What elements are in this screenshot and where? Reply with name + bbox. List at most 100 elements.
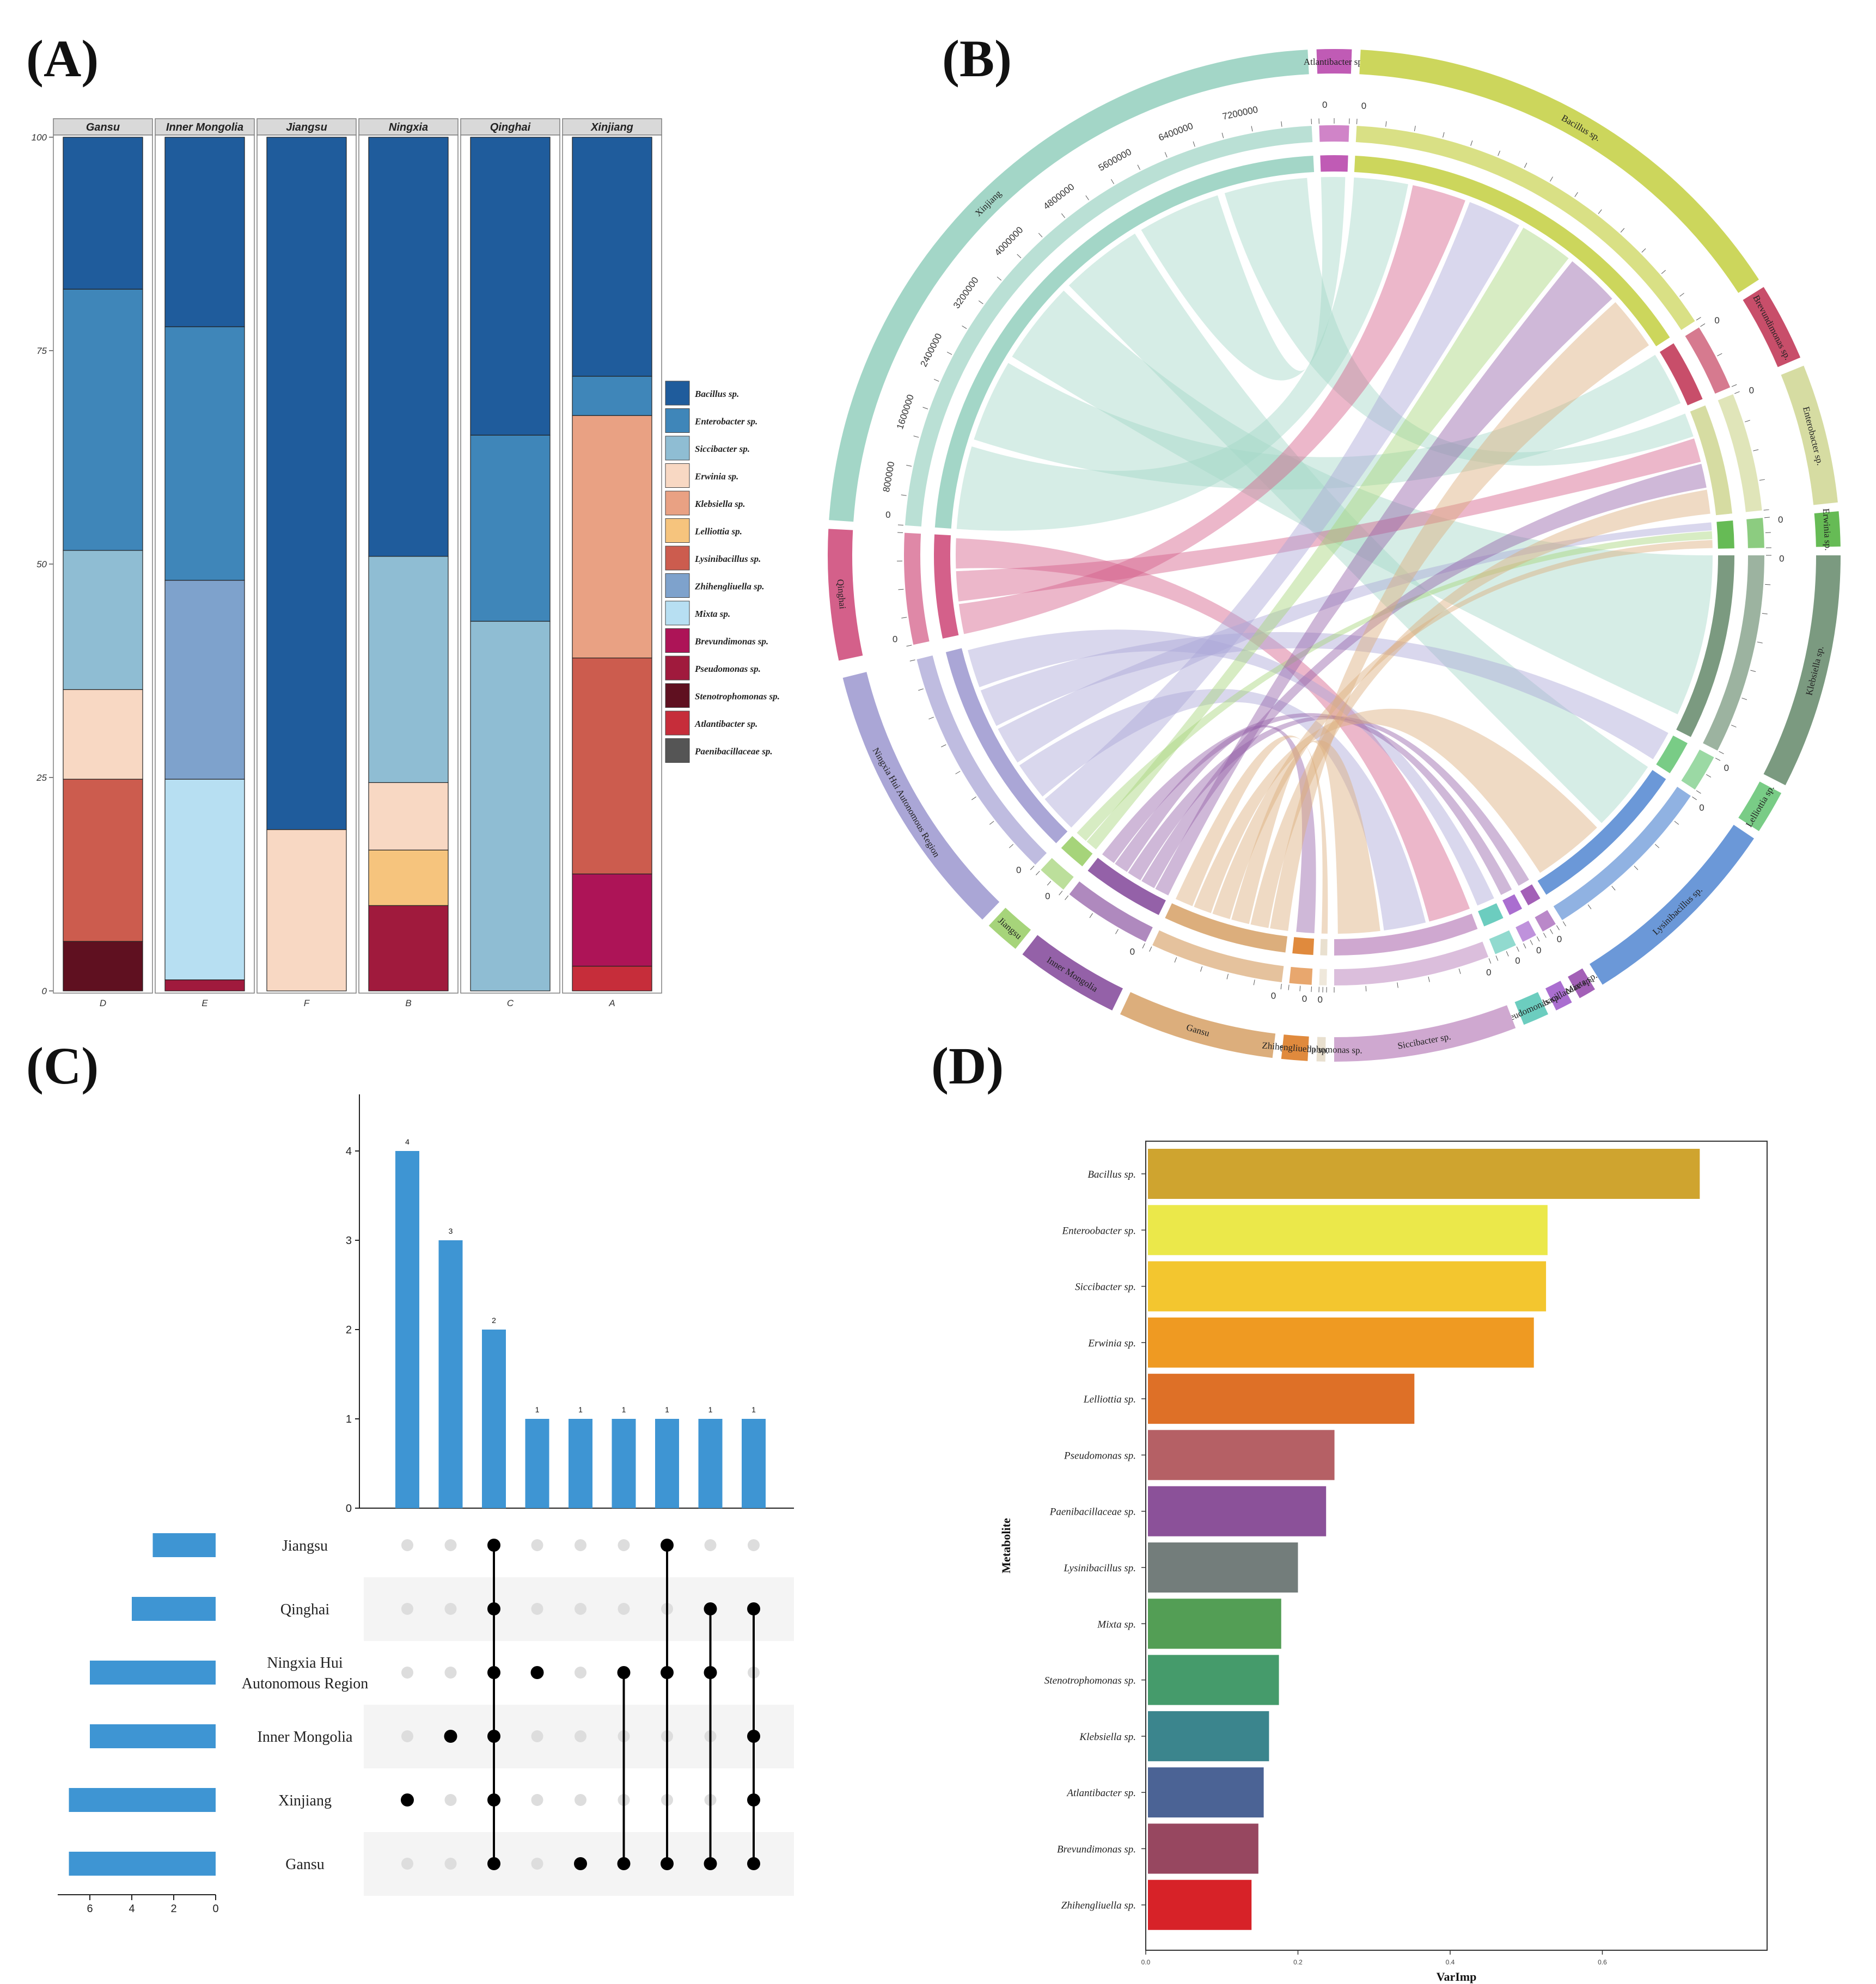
scale-tick bbox=[1221, 132, 1224, 138]
scale-tick bbox=[1731, 384, 1737, 387]
scale-tick bbox=[1251, 126, 1253, 132]
facet-strip-label: Gansu bbox=[86, 121, 120, 133]
category-label: Stenotrophomonas sp. bbox=[1044, 1675, 1136, 1687]
bar-segment-enterobacter-sp bbox=[470, 434, 551, 622]
inner-sector-lysinibacillus-sp bbox=[1537, 770, 1666, 895]
inner-sector-paenibacillaceae-sp bbox=[1502, 894, 1523, 915]
intersection-bar-label: 1 bbox=[622, 1405, 626, 1414]
category-label: Erwinia sp. bbox=[1087, 1338, 1136, 1349]
outer-sector-lysinibacillus-sp bbox=[1589, 824, 1755, 985]
matrix-dot-empty bbox=[531, 1539, 543, 1551]
bar-segment-lelliottia-sp bbox=[368, 849, 449, 906]
set-label: Xinjiang bbox=[278, 1792, 332, 1809]
outer-sector-stenotrophomonas-sp bbox=[1316, 1037, 1326, 1062]
scale-tick bbox=[928, 717, 934, 720]
sector-label: Qinghai bbox=[835, 579, 848, 609]
sector-label: Erwinia sp. bbox=[1821, 508, 1834, 550]
matrix-dot-empty bbox=[531, 1603, 543, 1615]
intersection-bar bbox=[655, 1419, 679, 1508]
scale-tick bbox=[1523, 943, 1526, 948]
bar-segment-brevundimonas-sp bbox=[572, 873, 652, 967]
scale-zero-label: 0 bbox=[1749, 385, 1754, 396]
scale-zero-label: 0 bbox=[1361, 101, 1366, 111]
middle-sector-enterobacter-sp bbox=[1718, 394, 1762, 512]
scale-tick bbox=[1047, 881, 1052, 886]
bar-segment-atlantibacter-sp bbox=[572, 965, 652, 991]
scale-tick bbox=[1587, 904, 1592, 909]
y-axis-title: Metabolite bbox=[999, 1518, 1013, 1573]
bar-segment-erwinia-sp bbox=[63, 689, 143, 780]
intersection-bar bbox=[612, 1419, 636, 1508]
scale-tick bbox=[1753, 449, 1759, 451]
matrix-dot-empty bbox=[444, 1794, 457, 1806]
chord-link bbox=[1012, 290, 1713, 714]
x-tick-label: E bbox=[201, 998, 208, 1008]
chord-link bbox=[1141, 176, 1346, 381]
scale-tick bbox=[1745, 420, 1750, 422]
inner-sector-enterobacter-sp bbox=[1690, 405, 1732, 516]
outer-sector-bacillus-sp bbox=[1359, 50, 1759, 293]
facet-strip bbox=[53, 118, 153, 136]
scale-tick bbox=[1765, 584, 1771, 585]
middle-sector-paenibacillaceae-sp bbox=[1516, 921, 1536, 942]
legend-swatch bbox=[665, 436, 690, 461]
scale-tick bbox=[1706, 774, 1712, 777]
scale-tick bbox=[1443, 132, 1445, 138]
inner-sector-klebsiella-sp bbox=[1676, 555, 1734, 737]
set-label: Qinghai bbox=[280, 1601, 329, 1618]
scale-zero-label: 0 bbox=[1557, 934, 1562, 944]
category-label: Zhihengliuella sp. bbox=[1061, 1900, 1136, 1912]
middle-sector-qinghai bbox=[904, 532, 930, 645]
legend-label: Paenibacillaceae sp. bbox=[694, 746, 773, 757]
set-size-bar bbox=[90, 1661, 216, 1685]
outer-sector-paenibacillaceae-sp bbox=[1545, 981, 1572, 1011]
matrix-dot-empty bbox=[575, 1730, 586, 1742]
x-tick-label: B bbox=[405, 998, 411, 1008]
matrix-dot-empty bbox=[401, 1603, 413, 1615]
intersection-bar bbox=[698, 1419, 723, 1508]
chord-link bbox=[974, 354, 1681, 490]
scale-tick bbox=[1059, 890, 1063, 896]
intersection-bar-label: 1 bbox=[535, 1405, 540, 1414]
chord-link bbox=[1115, 725, 1316, 934]
scale-tick bbox=[1470, 140, 1473, 146]
stacked-bar-chart: 0 25 50 75 100 Gansu D Inner Mongolia E Jiangsu F N… bbox=[32, 118, 780, 1008]
scale-zero-label: 0 bbox=[1515, 956, 1520, 966]
bar-segment-bacillus-sp bbox=[368, 137, 449, 557]
middle-sector-lelliottia-sp bbox=[1681, 749, 1714, 790]
importance-bar bbox=[1148, 1205, 1548, 1256]
scale-tick bbox=[1734, 391, 1740, 394]
scale-tick bbox=[1620, 228, 1625, 233]
scale-tick bbox=[1717, 353, 1722, 357]
scale-tick bbox=[1562, 921, 1566, 927]
scale-tick bbox=[1674, 820, 1679, 825]
importance-bar bbox=[1148, 1261, 1547, 1312]
legend-swatch bbox=[665, 491, 690, 516]
middle-sector-pseudomonas-sp bbox=[1489, 930, 1516, 954]
middle-sector-klebsiella-sp bbox=[1703, 555, 1764, 751]
scale-tick bbox=[1543, 933, 1547, 938]
legend-swatch bbox=[665, 573, 690, 598]
chord-link bbox=[956, 177, 1408, 531]
chord-link bbox=[1068, 234, 1648, 823]
inner-sector-siccibacter-sp bbox=[1334, 914, 1478, 956]
chord-link bbox=[956, 538, 1470, 922]
bar-segment-lysinibacillus-sp bbox=[63, 779, 143, 942]
scale-tick bbox=[1530, 940, 1533, 945]
x-tick-label: C bbox=[507, 998, 514, 1008]
scale-tick bbox=[933, 378, 939, 382]
x-tick-label: A bbox=[608, 998, 615, 1008]
scale-tick bbox=[1556, 925, 1560, 930]
x-tick-label: 0.0 bbox=[1141, 1958, 1151, 1966]
bar-segment-bacillus-sp bbox=[63, 137, 143, 290]
bar-segment-bacillus-sp bbox=[470, 137, 551, 436]
category-label: Lelliottia sp. bbox=[1083, 1394, 1136, 1405]
legend-swatch bbox=[665, 628, 690, 653]
set-size-bar bbox=[152, 1533, 216, 1557]
scale-tick bbox=[1253, 979, 1255, 985]
scale-tick bbox=[898, 589, 904, 590]
x-tick-label: F bbox=[304, 998, 310, 1008]
upset-plot: 0 1 2 3 4 4 3 2 1 1 1 1 1 1 Jiangsu Qinghai Ningxia Hui A… bbox=[58, 1094, 794, 1915]
scale-tick bbox=[1030, 866, 1035, 870]
scale-tick bbox=[1142, 943, 1145, 948]
